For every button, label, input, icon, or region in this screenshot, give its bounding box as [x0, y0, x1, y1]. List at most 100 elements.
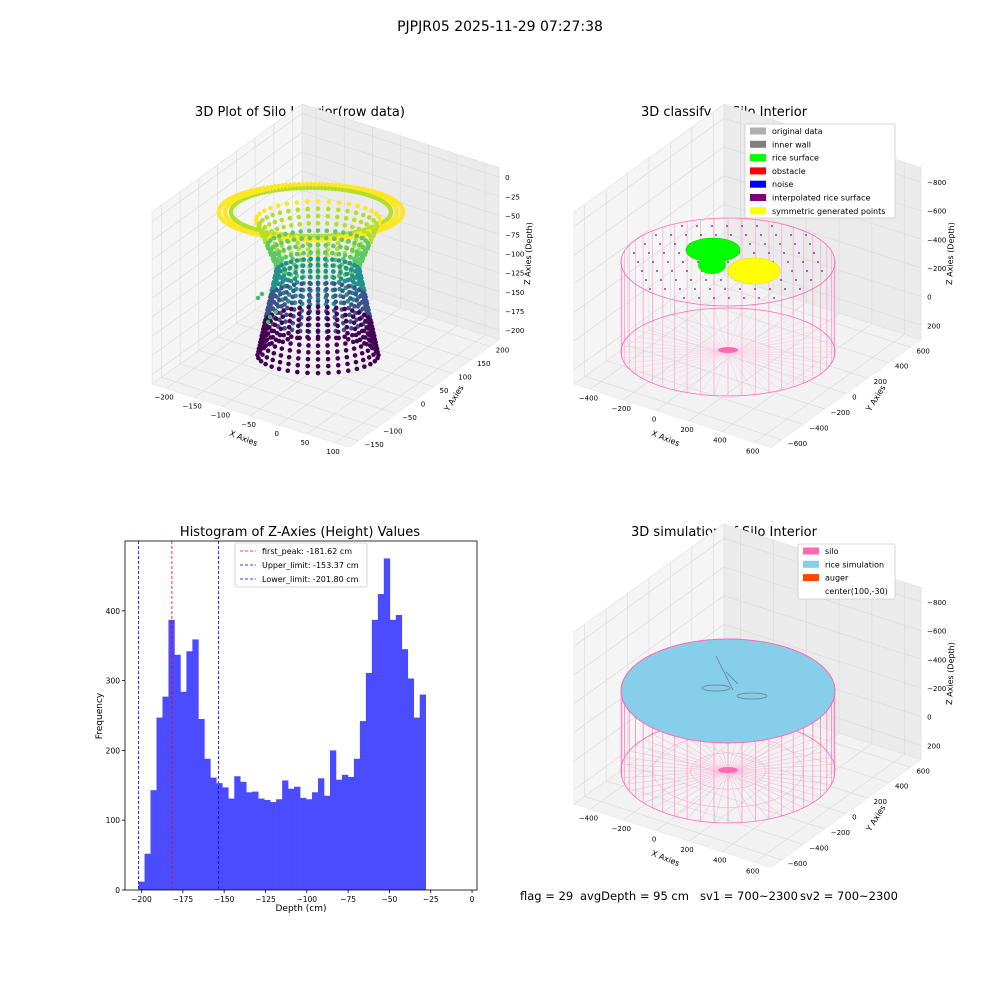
- point: [269, 296, 275, 301]
- z-tick-label: −200: [927, 685, 946, 693]
- point: [787, 261, 789, 263]
- point: [344, 245, 350, 251]
- auger: [701, 655, 768, 700]
- grid-line: [713, 283, 911, 348]
- legend-entry: Upper_limit: -153.37 cm: [262, 561, 359, 570]
- wire: [727, 351, 794, 388]
- wire: [713, 770, 729, 823]
- point: [351, 217, 357, 223]
- point: [304, 199, 310, 204]
- point: [315, 304, 321, 310]
- y-tick-label: 400: [895, 783, 908, 791]
- point: [286, 245, 292, 251]
- point: [315, 298, 321, 304]
- point: [299, 236, 304, 241]
- point: [295, 329, 301, 335]
- histogram-bar: [324, 795, 331, 890]
- point: [281, 247, 286, 253]
- point: [264, 215, 270, 220]
- point: [283, 261, 289, 266]
- grid-line: [573, 204, 725, 313]
- wire: [652, 770, 729, 808]
- point: [350, 273, 355, 278]
- wire: [727, 351, 835, 358]
- histogram-bar: [395, 614, 403, 890]
- point: [362, 247, 368, 252]
- wire: [635, 351, 729, 375]
- point: [279, 320, 285, 326]
- wire: [700, 770, 729, 822]
- point: [266, 308, 272, 314]
- point: [296, 317, 302, 323]
- legend-entry: silo: [825, 547, 839, 556]
- point: [281, 332, 287, 338]
- histogram-bar: [300, 797, 307, 890]
- point: [790, 234, 792, 236]
- x-tick-label: −175: [173, 895, 194, 904]
- point: [277, 359, 283, 365]
- z-tick-label: −600: [927, 208, 946, 216]
- point: [305, 328, 311, 334]
- point: [308, 250, 314, 255]
- wire: [727, 739, 813, 772]
- histogram-bar: [186, 651, 193, 890]
- point: [307, 243, 313, 248]
- point: [315, 286, 321, 292]
- point: [285, 368, 291, 374]
- point: [305, 206, 311, 212]
- point: [773, 297, 775, 299]
- point: [295, 323, 301, 329]
- point: [330, 263, 336, 268]
- point: [794, 243, 796, 245]
- point: [291, 237, 297, 243]
- wire: [624, 340, 729, 353]
- point: [354, 366, 360, 372]
- point: [284, 201, 290, 207]
- point: [345, 277, 351, 283]
- point: [371, 340, 376, 345]
- histogram-bar: [162, 696, 169, 890]
- point: [325, 350, 331, 355]
- point: [300, 263, 306, 268]
- point: [287, 348, 293, 353]
- point: [341, 300, 347, 306]
- wire: [727, 351, 782, 391]
- point: [315, 242, 321, 248]
- point: [297, 299, 303, 305]
- point: [270, 306, 276, 311]
- point: [305, 316, 311, 322]
- z-tick-label: −150: [505, 289, 524, 297]
- point: [289, 306, 294, 312]
- point: [271, 350, 277, 356]
- point: [355, 304, 361, 309]
- point: [264, 337, 270, 343]
- x-tick-label: −200: [612, 405, 631, 413]
- point: [730, 234, 732, 236]
- grid-line: [151, 113, 303, 222]
- y-tick-label: −200: [831, 409, 850, 417]
- point: [326, 334, 331, 340]
- x-tick-label: −400: [579, 814, 598, 822]
- point: [296, 342, 302, 348]
- point: [268, 302, 273, 308]
- point: [305, 334, 310, 340]
- point: [266, 222, 272, 227]
- x-tick-label: 0: [470, 895, 475, 904]
- legend-entry: inner wall: [772, 140, 811, 149]
- point: [349, 302, 354, 307]
- y-tick-label: 100: [106, 816, 121, 825]
- point: [373, 221, 379, 226]
- histogram-bar: [216, 783, 223, 890]
- histogram-bar: [407, 678, 415, 890]
- histogram-bars: [138, 558, 427, 890]
- histogram-bar: [258, 798, 265, 890]
- z-tick-label: −400: [927, 656, 946, 664]
- wire: [686, 351, 729, 393]
- point: [323, 268, 329, 274]
- wire: [727, 351, 821, 375]
- point: [349, 326, 354, 331]
- point: [656, 270, 658, 272]
- histogram-bar: [413, 717, 421, 890]
- wire: [727, 744, 821, 772]
